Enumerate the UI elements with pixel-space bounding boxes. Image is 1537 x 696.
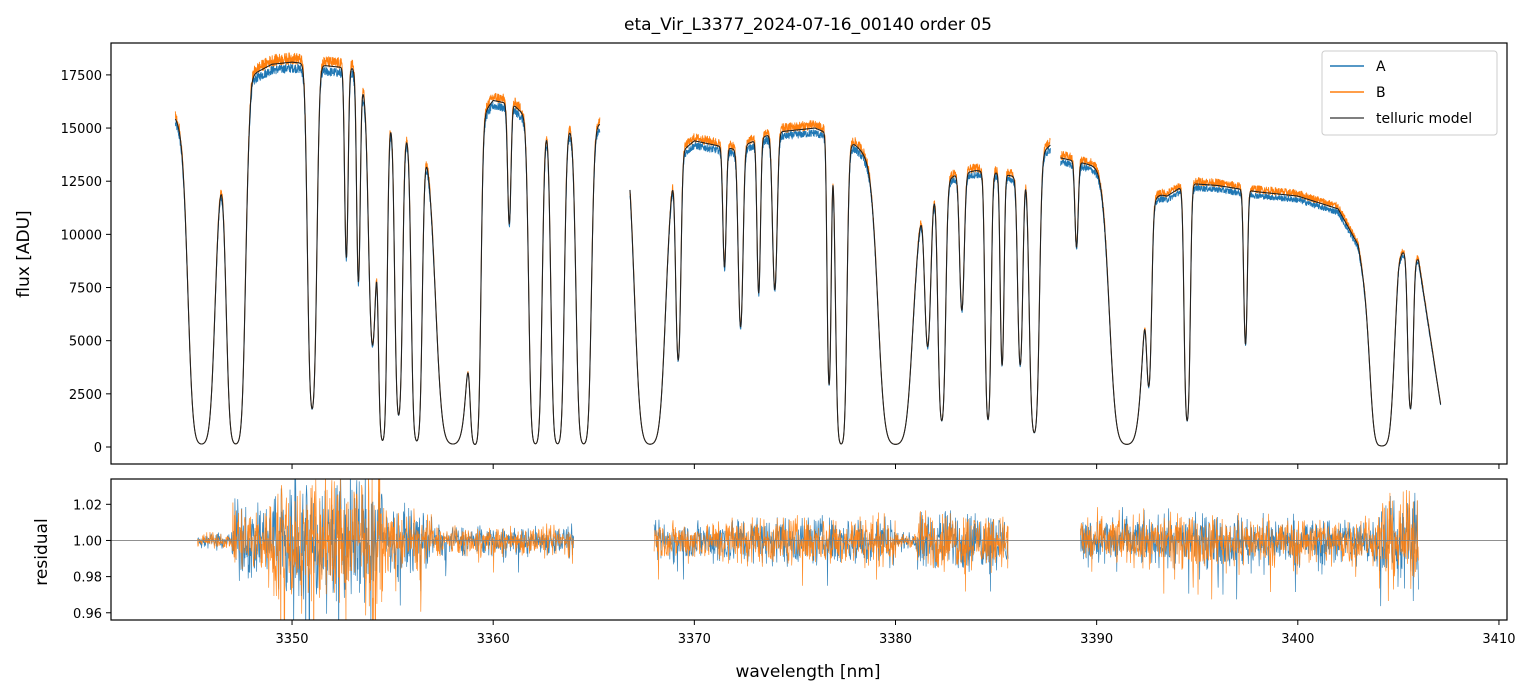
residual-y-tick-label: 1.02 — [73, 498, 102, 513]
spectrum-y-tick-label: 2500 — [69, 388, 102, 403]
x-tick-label: 3370 — [678, 632, 711, 647]
residual-panel: 0.96 0.98 1.00 1.02 3350 3360 3370 3380 3390 340… — [32, 478, 1516, 682]
series-line-telluric-model — [174, 61, 1442, 447]
residual-y-ticks: 0.96 0.98 1.00 1.02 — [73, 498, 111, 622]
spectrum-y-tick-label: 17500 — [61, 69, 102, 84]
spectrum-panel: 0 2500 5000 7500 10000 12500 15000 17500 flux [… — [14, 42, 1508, 469]
spectrum-axes-frame — [110, 42, 1508, 465]
residual-axes-frame — [110, 478, 1508, 621]
residual-y-tick-label: 0.96 — [73, 607, 102, 622]
x-tick-label: 3360 — [477, 632, 510, 647]
spectrum-y-tick-label: 15000 — [61, 122, 102, 137]
spectrum-y-label: flux [ADU] — [14, 210, 34, 297]
residual-y-tick-label: 1.00 — [73, 534, 102, 549]
legend-label-b: B — [1376, 85, 1386, 101]
legend: A B telluric model — [1321, 50, 1498, 136]
x-axis-label: wavelength [nm] — [735, 662, 880, 682]
x-tick-label: 3350 — [275, 632, 308, 647]
residual-plot-area — [111, 479, 1507, 620]
residual-x-ticks: 3350 3360 3370 3380 3390 3400 3410 — [275, 620, 1516, 647]
legend-label-a: A — [1376, 59, 1386, 75]
spectrum-y-tick-label: 0 — [94, 441, 102, 456]
chart-title: eta_Vir_L3377_2024-07-16_00140 order 05 — [624, 15, 992, 35]
x-tick-label: 3410 — [1482, 632, 1515, 647]
spectrum-y-tick-label: 12500 — [61, 175, 102, 190]
spectrum-y-tick-label: 10000 — [61, 228, 102, 243]
residual-y-label: residual — [32, 518, 52, 585]
spectrum-y-tick-label: 5000 — [69, 335, 102, 350]
x-tick-label: 3380 — [879, 632, 912, 647]
spectrum-x-ticks — [291, 464, 1500, 469]
spectrum-plot-area — [174, 52, 1442, 447]
spectrum-y-tick-label: 7500 — [69, 282, 102, 297]
residual-y-tick-label: 0.98 — [73, 571, 102, 586]
residual-line-b — [197, 479, 1419, 620]
x-tick-label: 3390 — [1080, 632, 1113, 647]
legend-label-model: telluric model — [1376, 111, 1472, 127]
residual-line-a — [197, 479, 1419, 620]
legend-frame — [1321, 50, 1498, 136]
spectrum-y-ticks: 0 2500 5000 7500 10000 12500 15000 17500 — [61, 69, 111, 456]
x-tick-label: 3400 — [1281, 632, 1314, 647]
